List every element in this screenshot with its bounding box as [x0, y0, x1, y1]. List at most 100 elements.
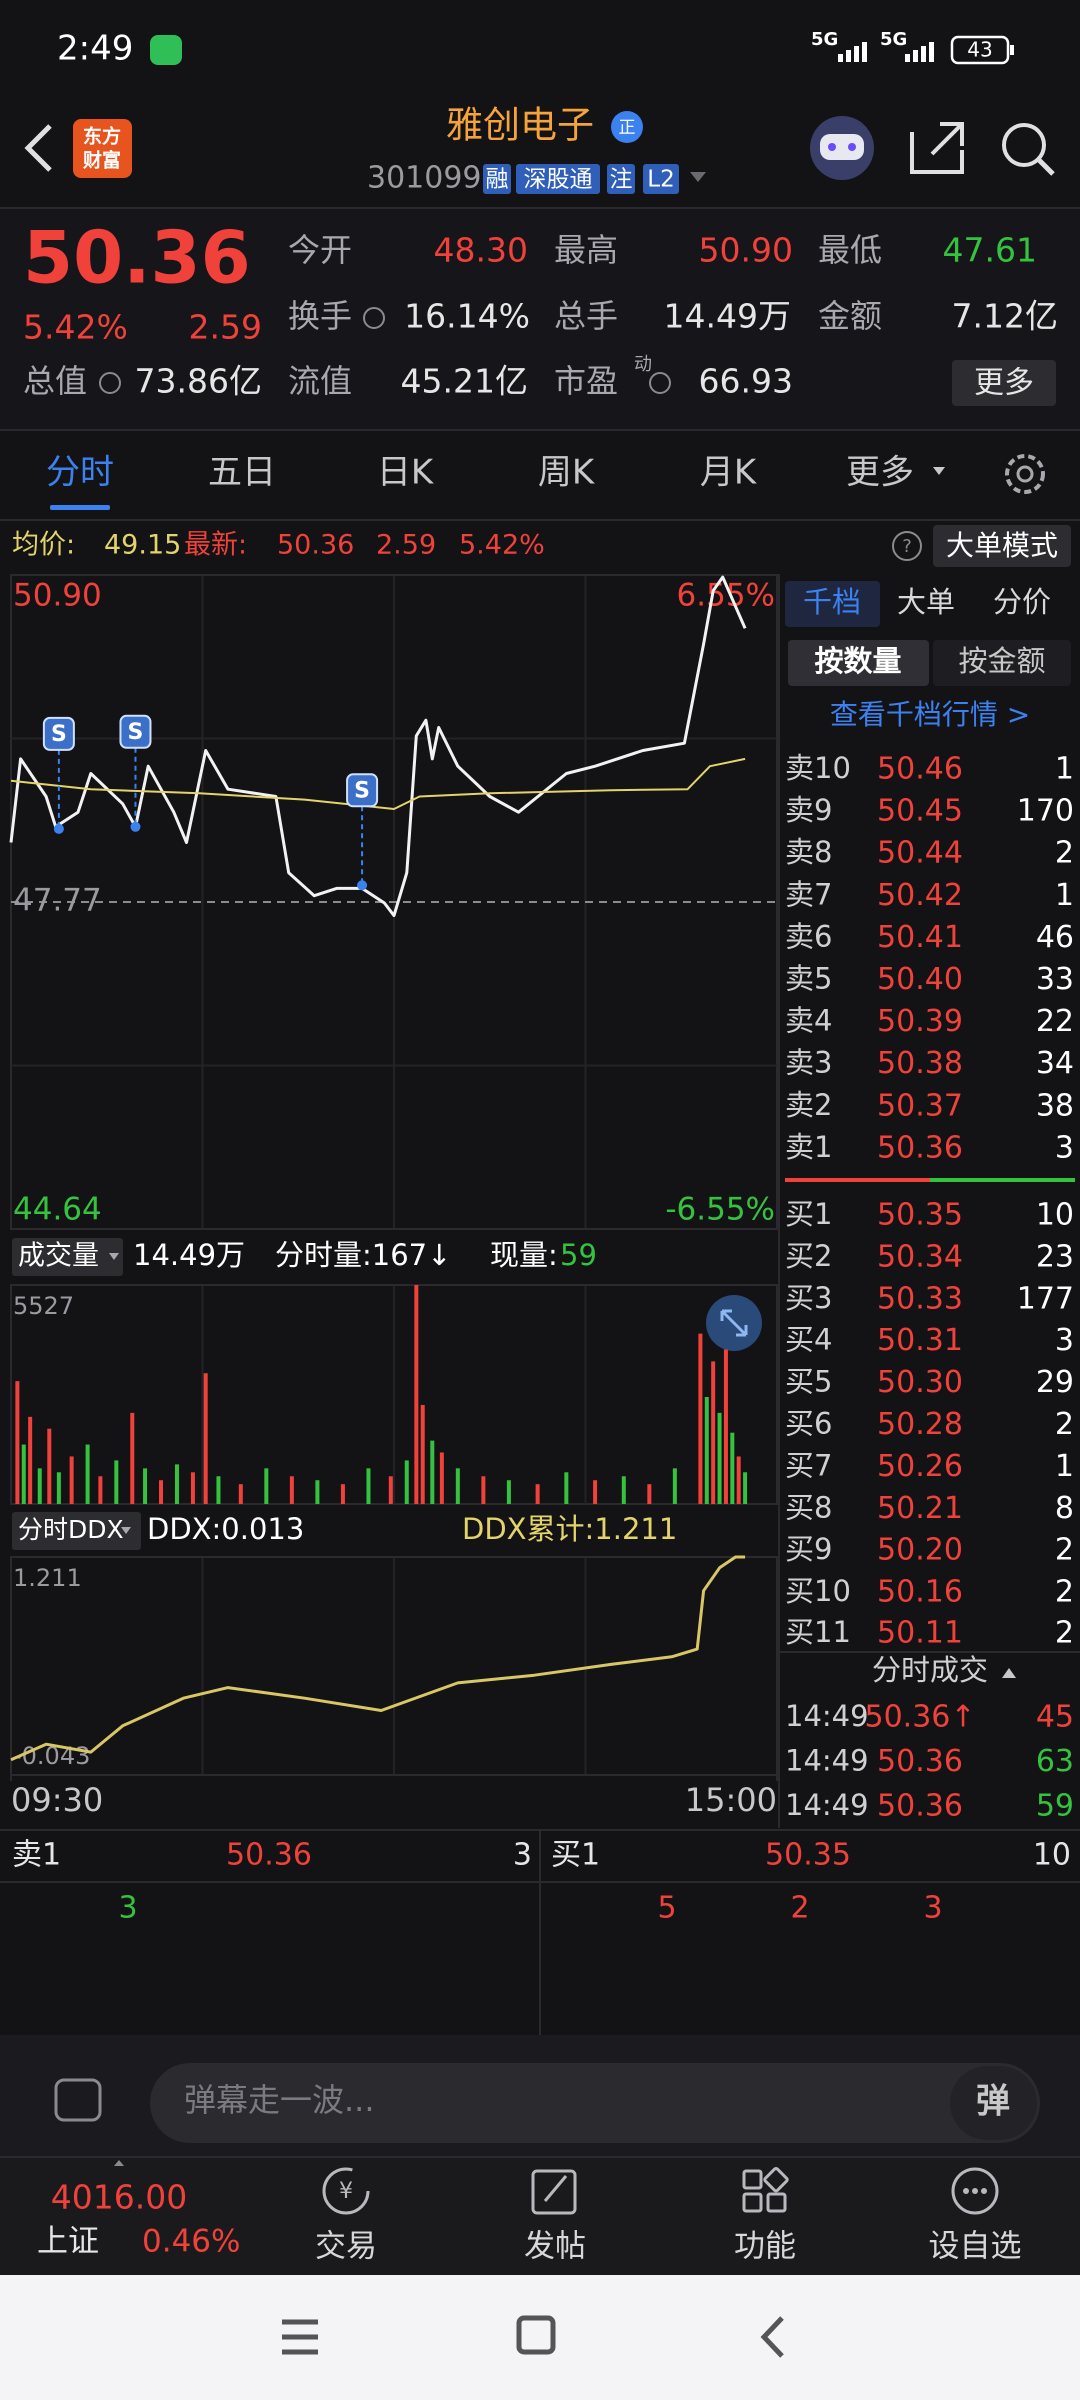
mode-button-label[interactable]: 大单模式 [946, 529, 1058, 562]
ddx-label[interactable]: 分时DDX [18, 1515, 124, 1544]
volume-bar [672, 1468, 677, 1504]
signal-icon [838, 42, 934, 62]
trade-marker-badge[interactable] [346, 773, 379, 808]
order-book-tab[interactable]: 千档 [803, 585, 861, 619]
logo-text: 东方 [83, 125, 121, 148]
level-label: 买7 [785, 1448, 832, 1482]
dropdown-icon[interactable] [690, 172, 706, 182]
search-button[interactable] [1002, 123, 1046, 167]
danmaku-button[interactable] [950, 2066, 1037, 2140]
level-volume: 170 [1017, 794, 1074, 829]
share-button[interactable] [910, 122, 964, 174]
post-icon[interactable] [531, 2169, 577, 2215]
trade-icon[interactable] [322, 2167, 370, 2215]
tag-box [607, 164, 635, 194]
volume-bar [414, 1285, 419, 1504]
queue-label: 卖1 [12, 1838, 61, 1873]
stock-badge: 正 [619, 118, 636, 138]
trade-time: 14:49 [785, 1788, 869, 1822]
volume-bar [143, 1468, 148, 1504]
level-label: 卖4 [785, 1004, 832, 1038]
comment-icon[interactable] [54, 2078, 102, 2122]
volume-bar [366, 1468, 371, 1504]
watchlist-icon[interactable] [951, 2167, 999, 2215]
index-change[interactable]: 0.46% [142, 2224, 240, 2260]
order-book-button[interactable]: 按金额 [958, 644, 1045, 678]
nav-item[interactable]: 发帖 [524, 2229, 586, 2265]
volume-bar [315, 1480, 320, 1504]
order-book-link[interactable]: 查看千档行情 > [830, 698, 1030, 731]
volume-bar [130, 1412, 135, 1504]
field-value: 73.86亿 [135, 362, 262, 401]
back-button[interactable] [24, 124, 52, 172]
tag-box [516, 164, 600, 194]
post-icon-pen [543, 2175, 568, 2202]
level-price: 50.31 [877, 1323, 963, 1358]
field-label: 流值 [288, 362, 352, 400]
series-line [9, 575, 747, 918]
level-price: 50.30 [877, 1365, 963, 1400]
danmaku-button-label[interactable]: 弹 [976, 2082, 1010, 2122]
level-volume: 2 [1055, 1616, 1074, 1651]
trade-volume: 59 [1036, 1789, 1074, 1824]
latest-value: 50.36 [277, 530, 354, 561]
order-book-tab[interactable]: 大单 [897, 585, 955, 619]
info-icon[interactable] [363, 307, 385, 329]
mode-button[interactable] [933, 525, 1071, 567]
y2-tick-label: -6.55% [665, 1192, 775, 1228]
tag-box [483, 164, 511, 194]
nav-item[interactable]: 功能 [734, 2229, 796, 2265]
ddx-selector[interactable] [12, 1512, 141, 1550]
volume-label[interactable]: 成交量 [18, 1241, 99, 1272]
button-background [933, 640, 1071, 686]
nav-item[interactable]: 交易 [315, 2229, 377, 2265]
order-book-tab[interactable]: 分价 [993, 585, 1051, 619]
level-label: 买9 [785, 1532, 832, 1566]
info-icon[interactable] [649, 372, 671, 394]
volume-bar [289, 1476, 294, 1504]
level-volume: 46 [1036, 920, 1074, 955]
avg-label: 均价: [12, 530, 75, 561]
level-label: 买11 [785, 1615, 851, 1649]
help-icon[interactable] [892, 531, 922, 561]
trade-marker-badge[interactable] [42, 716, 75, 751]
dropdown-icon [109, 1253, 119, 1260]
trade-marker-badge[interactable] [119, 714, 152, 749]
trade-volume: 63 [1036, 1744, 1074, 1779]
chart-tab[interactable]: 周K [538, 453, 596, 493]
chart-tab[interactable]: 更多 [846, 453, 914, 493]
level-volume: 2 [1055, 1575, 1074, 1610]
volume-bar [743, 1472, 748, 1504]
more-button[interactable] [952, 360, 1056, 406]
chart-tab[interactable]: 日K [377, 453, 435, 493]
function-icon[interactable] [742, 2167, 789, 2213]
chart-tab[interactable]: 五日 [208, 453, 276, 493]
index-value[interactable]: 4016.00 [51, 2178, 187, 2217]
nav-item[interactable]: 设自选 [929, 2229, 1022, 2265]
comment-input[interactable] [150, 2063, 1040, 2143]
level-volume: 2 [1055, 836, 1074, 871]
settings-button[interactable] [1005, 454, 1045, 494]
collapse-icon[interactable] [1002, 1668, 1016, 1678]
level-price: 50.37 [877, 1088, 963, 1123]
level-volume: 38 [1036, 1088, 1074, 1123]
tab-highlight [785, 581, 880, 627]
field-label: 今开 [288, 231, 352, 269]
level-label: 买1 [785, 1197, 832, 1231]
index-name[interactable]: 上证 [37, 2224, 99, 2260]
y-tick-label: 1.211 [13, 1564, 82, 1592]
last-price: 50.36 [23, 216, 251, 300]
volume-bar [85, 1444, 90, 1504]
chart-tab[interactable]: 分时 [46, 453, 114, 493]
tab-indicator [50, 505, 110, 510]
trade-marker-label: S [51, 722, 67, 747]
system-nav-icons[interactable] [282, 2315, 784, 2358]
more-button-label[interactable]: 更多 [974, 366, 1034, 401]
chart-tab[interactable]: 月K [700, 453, 758, 493]
queue-volume: 10 [1033, 1838, 1071, 1873]
comment-placeholder[interactable]: 弹幕走一波... [184, 2081, 375, 2119]
level-price: 50.26 [877, 1449, 963, 1484]
order-book-button[interactable]: 按数量 [814, 644, 901, 678]
volume-selector[interactable] [12, 1238, 123, 1276]
info-icon[interactable] [99, 372, 121, 394]
